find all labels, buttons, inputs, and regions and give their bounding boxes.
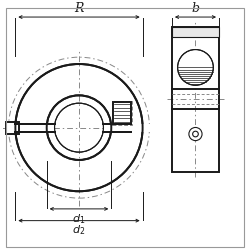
Bar	[172, 27, 219, 36]
Bar	[172, 27, 219, 172]
Text: b: b	[192, 2, 200, 15]
Circle shape	[178, 50, 213, 85]
Text: R: R	[74, 2, 84, 15]
Bar	[112, 101, 132, 125]
Bar	[104, 124, 162, 132]
Text: $d_1$: $d_1$	[72, 212, 86, 226]
Bar	[6, 122, 19, 134]
Bar	[14, 124, 54, 132]
Circle shape	[189, 128, 202, 140]
Circle shape	[193, 131, 198, 137]
Bar	[113, 102, 131, 124]
Text: $d_2$: $d_2$	[72, 224, 86, 237]
Bar	[172, 27, 219, 172]
